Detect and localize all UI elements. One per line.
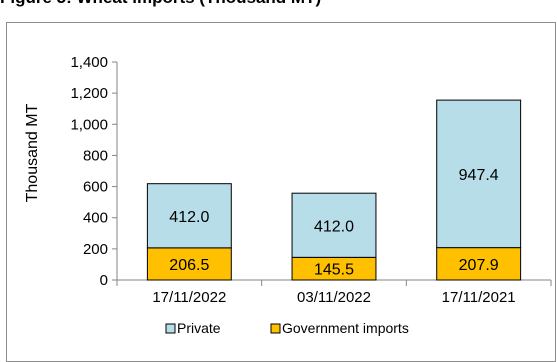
y-tick-label: 1,200 [70, 85, 108, 102]
y-tick-label: 200 [83, 241, 108, 258]
data-label: 206.5 [169, 257, 209, 274]
y-tick-label: 1,400 [70, 54, 108, 71]
y-tick-label: 0 [100, 272, 108, 289]
data-label: 947.4 [459, 167, 499, 184]
data-label: 207.9 [459, 257, 499, 274]
chart-title: Figure 5: Wheat imports (Thousand MT) [0, 0, 321, 14]
data-label: 145.5 [314, 262, 354, 279]
bar-government-segment [436, 247, 522, 281]
y-tick-label: 400 [83, 210, 108, 227]
bar-private-segment [146, 183, 232, 249]
x-tick-label: 03/11/2022 [297, 289, 371, 306]
y-tick-label: 800 [83, 147, 108, 164]
data-label: 412.0 [314, 218, 354, 235]
x-tick-label: 17/11/2021 [442, 289, 516, 306]
bar-private-segment [436, 99, 522, 249]
x-tick-label: 17/11/2022 [152, 289, 226, 306]
bar-private-segment [291, 192, 377, 258]
legend-swatch-government [270, 323, 281, 334]
y-axis-title: Thousand MT [24, 103, 41, 202]
legend-label: Private [177, 320, 221, 336]
bar-government-segment [146, 247, 232, 281]
legend-label: Government imports [282, 320, 409, 336]
y-tick-label: 600 [83, 179, 108, 196]
y-tick-label: 1,000 [70, 116, 108, 133]
legend-swatch-private [165, 323, 176, 334]
wheat-imports-chart: 0 200 400 600 800 1,000 1,200 1,400 Thousand MT 2… [24, 54, 552, 336]
data-label: 412.0 [169, 209, 209, 226]
